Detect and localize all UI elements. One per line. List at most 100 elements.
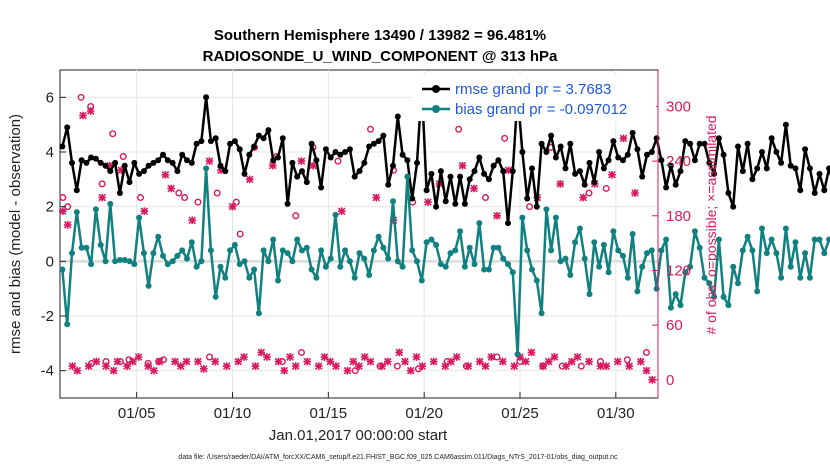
x-tick-label: 01/05 bbox=[118, 405, 156, 422]
rmse-point bbox=[744, 140, 751, 147]
obs-assimilated-marker bbox=[636, 357, 645, 366]
legend-box bbox=[413, 75, 656, 121]
bias-point bbox=[112, 258, 119, 265]
obs-possible-marker bbox=[109, 130, 117, 138]
obs-assimilated-marker bbox=[464, 362, 473, 370]
rmse-point bbox=[193, 140, 200, 147]
rmse-point bbox=[155, 157, 162, 164]
y-tick-label: -4 bbox=[41, 363, 54, 380]
bias-point bbox=[797, 274, 804, 281]
obs-possible-marker bbox=[577, 362, 585, 370]
bias-point bbox=[596, 263, 603, 270]
rmse-point bbox=[308, 140, 315, 147]
bias-point bbox=[212, 293, 219, 300]
bias-point bbox=[160, 252, 166, 259]
series-lines bbox=[59, 83, 830, 358]
rmse-point bbox=[88, 154, 95, 161]
bias-point bbox=[826, 236, 830, 243]
rmse-point bbox=[265, 127, 272, 134]
obs-possible-marker bbox=[602, 184, 610, 192]
bias-point bbox=[773, 250, 780, 257]
bias-point bbox=[255, 310, 262, 317]
obs-possible-marker bbox=[77, 93, 85, 101]
bias-point bbox=[126, 258, 133, 265]
bias-point bbox=[433, 241, 440, 248]
bias-point bbox=[193, 263, 200, 270]
rmse-point bbox=[251, 143, 258, 150]
bias-point bbox=[145, 282, 152, 289]
bias-point bbox=[265, 258, 272, 265]
legend-bias-marker bbox=[432, 105, 440, 113]
obs-assimilated-marker bbox=[98, 193, 107, 202]
rmse-point bbox=[634, 146, 641, 153]
rmse-point bbox=[121, 162, 128, 169]
bias-point bbox=[270, 236, 277, 243]
rmse-point bbox=[572, 170, 579, 177]
rmse-point bbox=[212, 135, 219, 142]
bias-point bbox=[399, 263, 406, 270]
obs-assimilated-marker bbox=[441, 362, 450, 370]
bias-point bbox=[572, 239, 579, 246]
rmse-point bbox=[826, 165, 830, 172]
obs-possible-marker bbox=[351, 367, 359, 375]
x-axis-ticks: 01/05 01/10 01/15 01/20 01/25 01/30 bbox=[118, 392, 635, 422]
bias-point bbox=[83, 244, 90, 251]
obs-assimilated-marker bbox=[498, 357, 507, 366]
obs-assimilated-marker bbox=[510, 362, 519, 370]
bias-point bbox=[361, 255, 368, 262]
obs-assimilated-marker bbox=[240, 353, 248, 361]
bias-point bbox=[562, 255, 569, 262]
rmse-point bbox=[663, 184, 670, 191]
bias-point bbox=[303, 244, 310, 251]
bias-point bbox=[88, 261, 95, 268]
chart-subtitle: RADIOSONDE_U_WIND_COMPONENT @ 313 hPa bbox=[203, 48, 558, 65]
legend-bias-label: bias grand pr = -0.097012 bbox=[455, 101, 627, 118]
obs-assimilated-marker bbox=[182, 357, 191, 366]
obs-assimilated-marker bbox=[171, 357, 179, 366]
bias-point bbox=[275, 277, 281, 284]
obs-possible-marker bbox=[236, 230, 244, 238]
rmse-point bbox=[380, 132, 387, 139]
rmse-point bbox=[394, 113, 401, 120]
bias-point bbox=[121, 257, 128, 263]
obs-assimilated-marker bbox=[176, 362, 185, 370]
data-file-footnote: data file: /Users/raeder/DAI/ATM_forcXX/… bbox=[178, 454, 618, 461]
rmse-point bbox=[289, 159, 296, 166]
rmse-point bbox=[241, 170, 248, 177]
rmse-point bbox=[591, 179, 598, 186]
bias-point bbox=[505, 261, 511, 268]
obs-assimilated-marker bbox=[625, 362, 634, 370]
bias-point bbox=[442, 263, 449, 270]
rmse-point bbox=[145, 162, 152, 169]
rmse-point bbox=[720, 151, 727, 158]
rmse-point bbox=[294, 173, 301, 180]
bias-point bbox=[787, 263, 794, 270]
bias-line bbox=[61, 167, 830, 356]
obs-assimilated-marker bbox=[631, 189, 639, 197]
rmse-point bbox=[452, 200, 459, 207]
obs-assimilated-marker bbox=[343, 366, 352, 375]
bias-point bbox=[792, 239, 799, 246]
rmse-point bbox=[538, 140, 545, 147]
rmse-point bbox=[658, 157, 665, 164]
bias-point bbox=[533, 277, 540, 284]
obs-assimilated-marker bbox=[452, 353, 461, 361]
bias-point bbox=[179, 247, 186, 254]
y-axis-label: rmse and bias (model - observation) bbox=[7, 114, 24, 354]
obs-assimilated-marker bbox=[360, 353, 369, 361]
rmse-point bbox=[725, 190, 732, 196]
obs-assimilated-marker bbox=[475, 357, 484, 366]
bias-point bbox=[495, 244, 502, 251]
obs-assimilated-marker bbox=[167, 184, 176, 193]
obs-possible-marker bbox=[175, 189, 183, 197]
rmse-point bbox=[672, 181, 679, 188]
rmse-point bbox=[821, 187, 828, 194]
bias-point bbox=[802, 250, 809, 257]
x-tick-label: 01/10 bbox=[214, 405, 252, 422]
obs-assimilated-marker bbox=[280, 366, 289, 375]
bias-point bbox=[557, 258, 564, 265]
obs-assimilated-marker bbox=[613, 357, 622, 366]
rmse-point bbox=[203, 94, 210, 101]
rmse-point bbox=[346, 146, 353, 153]
bias-point bbox=[116, 257, 123, 263]
